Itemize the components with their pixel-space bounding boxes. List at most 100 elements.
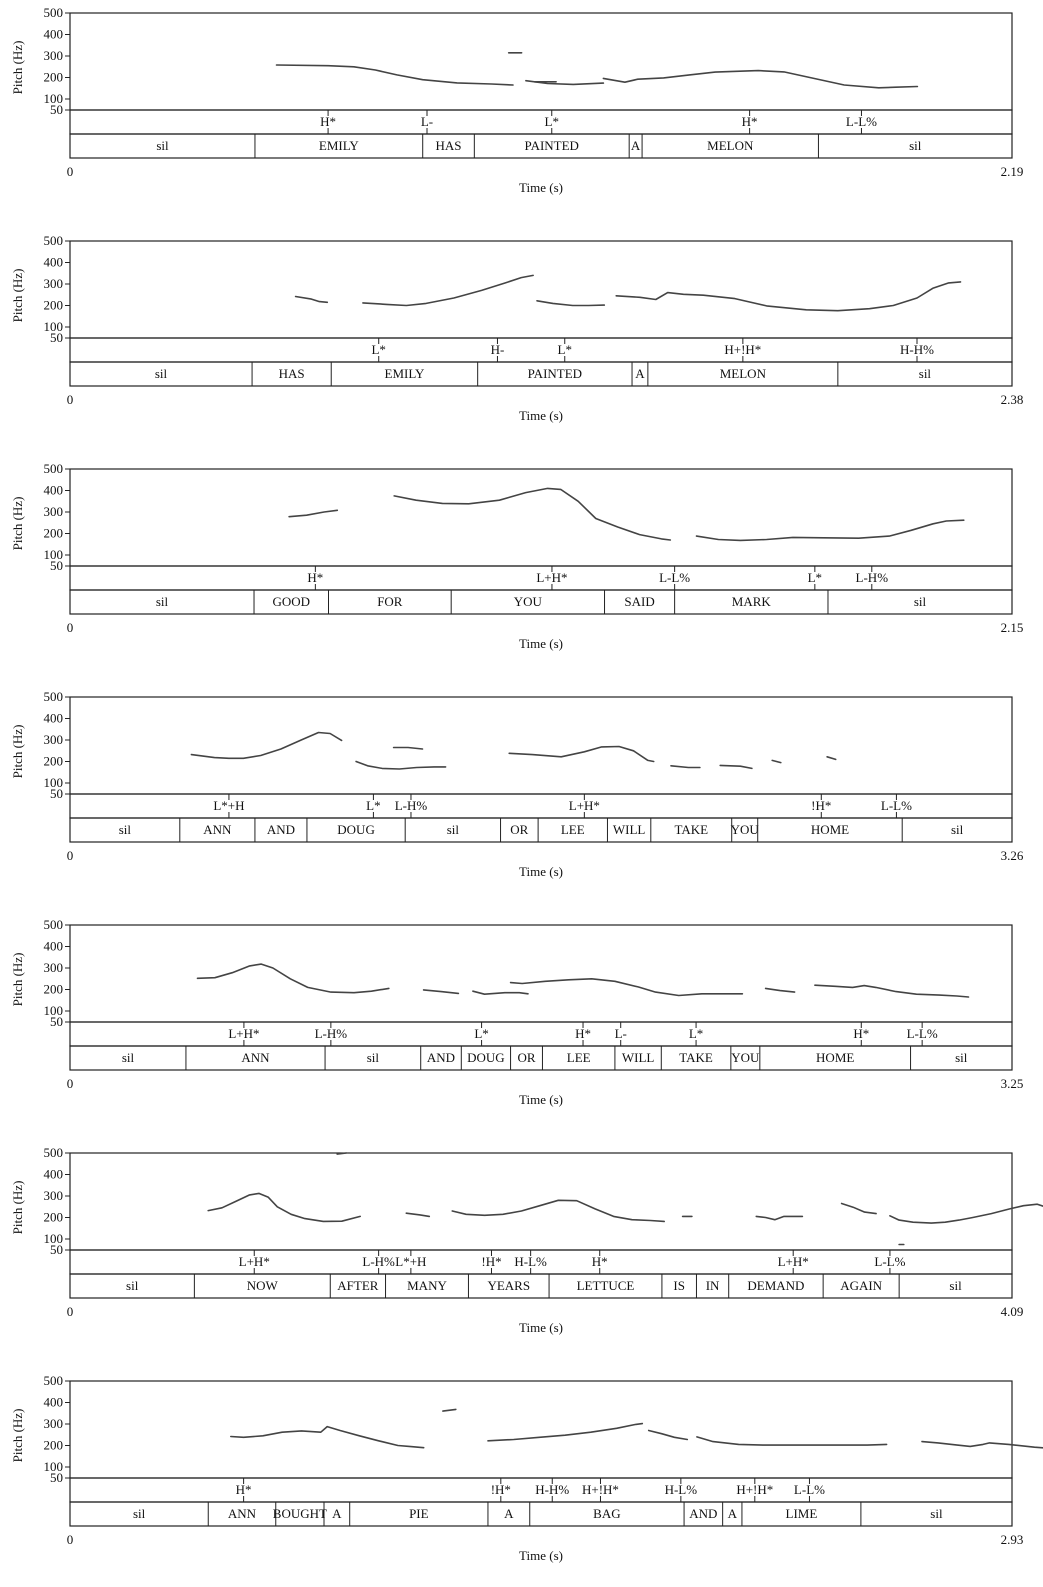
word-label: sil (930, 1506, 943, 1521)
pitch-contour (422, 989, 460, 995)
y-tick-label: 100 (44, 319, 64, 334)
y-tick-label: 50 (50, 786, 63, 801)
pitch-contour (536, 300, 606, 307)
tone-label: L-H% (362, 1254, 395, 1269)
word-label: sil (155, 366, 168, 381)
word-label: YOU (731, 1050, 760, 1065)
pitch-frame (69, 240, 1013, 339)
word-label: BOUGHT (273, 1506, 327, 1521)
y-tick-label: 400 (44, 27, 64, 42)
tone-label: L* (689, 1026, 703, 1041)
pitch-contour (442, 1408, 457, 1412)
pitch-contour (393, 487, 672, 541)
word-tier (69, 361, 1013, 387)
word-label: sil (122, 1050, 135, 1065)
tone-label: H* (742, 114, 758, 129)
word-tier (69, 1501, 1013, 1527)
word-label: HOME (811, 822, 849, 837)
word-label: LETTUCE (577, 1278, 635, 1293)
pitch-contour (230, 1425, 425, 1449)
pitch-contour (190, 731, 343, 760)
word-label: A (728, 1506, 738, 1521)
y-axis-label: Pitch (Hz) (10, 41, 25, 95)
y-axis-label: Pitch (Hz) (10, 725, 25, 779)
y-tick-label: 500 (44, 1145, 64, 1160)
tone-label: H* (592, 1254, 608, 1269)
pitch-frame (69, 696, 1013, 795)
tone-label: H-L% (665, 1482, 698, 1497)
tone-label: L+H* (228, 1026, 259, 1041)
tone-label: H-H% (900, 342, 934, 357)
pitch-contour (696, 1436, 888, 1446)
x-end-label: 2.93 (1001, 1532, 1024, 1547)
word-label: MANY (407, 1278, 447, 1293)
tone-label: H* (575, 1026, 591, 1041)
x-start-label: 0 (67, 620, 74, 635)
y-tick-label: 50 (50, 1014, 63, 1029)
tone-label: H-H% (535, 1482, 569, 1497)
word-label: SAID (624, 594, 654, 609)
word-label: PAINTED (525, 138, 579, 153)
word-label: IN (706, 1278, 720, 1293)
pitch-contour (719, 764, 753, 770)
word-label: TAKE (679, 1050, 713, 1065)
word-label: sil (919, 366, 932, 381)
tone-label: L-L% (881, 798, 912, 813)
word-label: AND (689, 1506, 717, 1521)
pitch-contour (472, 990, 529, 995)
x-axis-label: Time (s) (519, 864, 563, 879)
y-tick-label: 500 (44, 461, 64, 476)
y-axis-label: Pitch (Hz) (10, 269, 25, 323)
y-tick-label: 100 (44, 547, 64, 562)
pitch-contour (889, 1203, 1043, 1224)
tone-label: L*+H (213, 798, 244, 813)
word-label: BAG (593, 1506, 620, 1521)
word-label: LEE (567, 1050, 591, 1065)
tone-label: H+!H* (736, 1482, 773, 1497)
tone-label: L-L% (846, 114, 877, 129)
y-tick-label: 100 (44, 1003, 64, 1018)
pitch-frame (69, 1380, 1013, 1479)
x-start-label: 0 (67, 1076, 74, 1091)
tone-label: L* (558, 342, 572, 357)
y-tick-label: 400 (44, 1395, 64, 1410)
word-label: sil (447, 822, 460, 837)
x-axis-label: Time (s) (519, 1548, 563, 1563)
word-label: sil (156, 138, 169, 153)
word-label: OR (517, 1050, 535, 1065)
y-tick-label: 100 (44, 775, 64, 790)
pitch-contour (670, 765, 701, 769)
tone-label: L-L% (659, 570, 690, 585)
tone-label: L+H* (778, 1254, 809, 1269)
tone-label: H-L% (514, 1254, 547, 1269)
y-tick-label: 300 (44, 1416, 64, 1431)
x-end-label: 2.38 (1001, 392, 1024, 407)
pitch-contour (508, 745, 655, 763)
pitch-contour (771, 759, 782, 764)
x-axis-label: Time (s) (519, 408, 563, 423)
tone-label: !H* (491, 1482, 511, 1497)
word-label: DOUG (467, 1050, 505, 1065)
pitch-contour (840, 1202, 877, 1215)
pitch-contour (405, 1212, 431, 1218)
x-end-label: 2.19 (1001, 164, 1024, 179)
x-axis-label: Time (s) (519, 1320, 563, 1335)
y-tick-label: 400 (44, 711, 64, 726)
pitch-contour (275, 64, 514, 86)
word-label: sil (133, 1506, 146, 1521)
x-end-label: 3.25 (1001, 1076, 1024, 1091)
word-tier (69, 1273, 1013, 1299)
tone-label: L- (421, 114, 433, 129)
word-label: sil (949, 1278, 962, 1293)
x-start-label: 0 (67, 164, 74, 179)
y-tick-label: 300 (44, 1188, 64, 1203)
word-label: AGAIN (840, 1278, 882, 1293)
tone-label: L* (474, 1026, 488, 1041)
tone-label: L* (808, 570, 822, 585)
word-label: YOU (731, 822, 760, 837)
